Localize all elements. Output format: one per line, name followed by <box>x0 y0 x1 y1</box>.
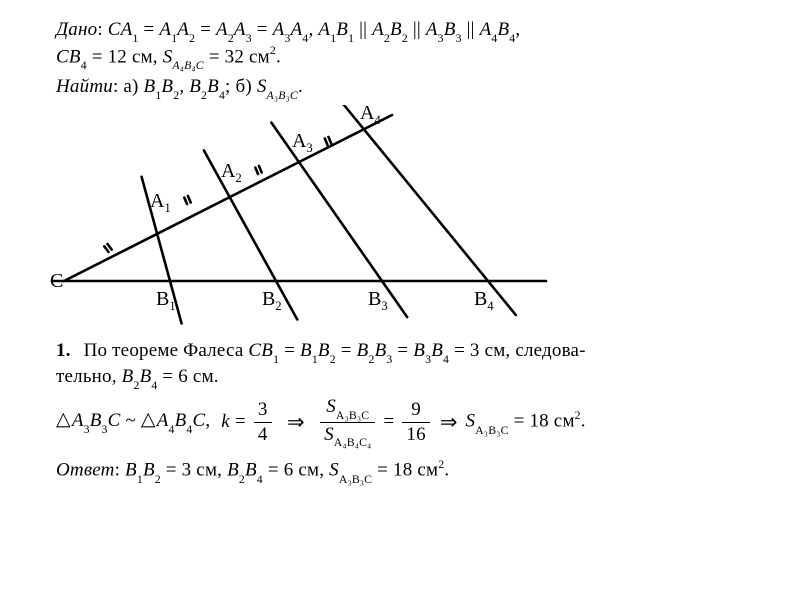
answer-text: Ответ: B1B2 = 3 см, B2B4 = 6 см, SA₃B₃C … <box>56 457 756 484</box>
fraction-9-16: 9 16 <box>402 400 429 444</box>
diagram-svg: CB1A1B2A2B3A3B4A4 <box>46 105 566 333</box>
solution-step-1: 1. По теореме Фалеса CB1 = B1B2 = B2B3 =… <box>56 339 756 391</box>
triangle-icon: △ <box>141 408 156 432</box>
svg-text:A4: A4 <box>360 105 381 127</box>
double-arrow-icon: ⇒ <box>438 409 460 436</box>
step-number: 1. <box>56 340 71 361</box>
svg-text:A3: A3 <box>292 130 313 155</box>
find-label: Найти <box>56 76 113 97</box>
svg-text:C: C <box>50 270 63 292</box>
given-label: Дано <box>56 19 97 40</box>
similarity-equation: △A3B3C ~ △A4B4C, k = 3 4 ⇒ SA₃B₃C SA₄B₄C… <box>56 397 756 448</box>
given-text: Дано: CA1 = A1A2 = A2A3 = A3A4, A1B1 || … <box>56 18 756 71</box>
svg-text:B3: B3 <box>368 288 388 313</box>
svg-text:B4: B4 <box>474 288 494 313</box>
geometry-diagram: CB1A1B2A2B3A3B4A4 <box>46 105 566 333</box>
fraction-3-4: 3 4 <box>254 400 272 444</box>
colon: : <box>97 19 107 40</box>
triangle-icon: △ <box>56 408 71 432</box>
answer-label: Ответ <box>56 460 115 481</box>
find-text: Найти: а) B1B2, B2B4; б) SA₃B₃C. <box>56 75 756 101</box>
double-arrow-icon: ⇒ <box>280 409 313 436</box>
fraction-areas: SA₃B₃C SA₄B₄C₄ <box>320 397 375 448</box>
svg-text:B2: B2 <box>262 288 282 313</box>
svg-text:A2: A2 <box>221 160 242 185</box>
svg-text:A1: A1 <box>150 190 171 215</box>
